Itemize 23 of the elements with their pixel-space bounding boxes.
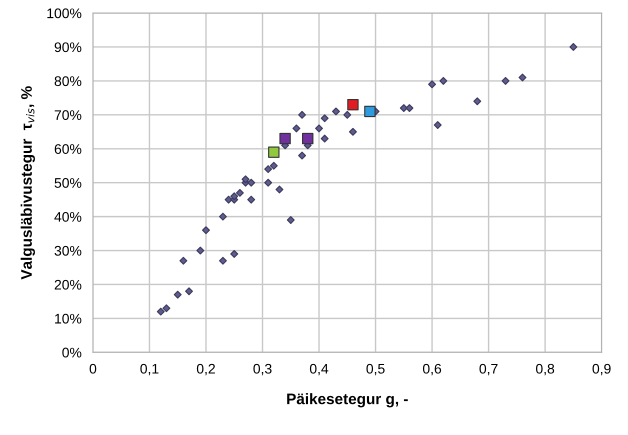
y-tick-label: 60% bbox=[54, 144, 82, 154]
x-tick-label: 0,4 bbox=[310, 364, 328, 376]
y-tick-label: 10% bbox=[55, 314, 82, 324]
y-tick-label: 90% bbox=[54, 42, 82, 52]
x-axis-title: Päikesetegur g, - bbox=[287, 393, 408, 408]
y-tick-label: 30% bbox=[54, 246, 82, 256]
x-tick-label: 0,1 bbox=[140, 364, 158, 376]
y-tick-label: 40% bbox=[54, 212, 82, 222]
y-tick-label: 70% bbox=[54, 110, 82, 120]
y-tick-label: 0% bbox=[62, 348, 82, 358]
x-tick-label: 0,6 bbox=[422, 364, 442, 376]
x-tick-label: 0 bbox=[90, 364, 96, 374]
y-tick-label: 100% bbox=[47, 8, 82, 18]
x-tick-label: 0,8 bbox=[536, 364, 554, 376]
y-tick-label: 80% bbox=[54, 76, 82, 86]
x-tick-label: 0,7 bbox=[479, 364, 498, 376]
y-tick-label: 20% bbox=[54, 280, 82, 290]
x-tick-label: 0,2 bbox=[196, 364, 215, 376]
y-tick-label: 50% bbox=[54, 178, 82, 188]
y-axis-title: Valgusläbivustegur τ$_{vis}$, % bbox=[20, 86, 35, 280]
x-tick-label: 0,3 bbox=[253, 364, 272, 376]
x-tick-label: 0,9 bbox=[592, 364, 611, 376]
x-tick-label: 0,5 bbox=[366, 364, 385, 376]
